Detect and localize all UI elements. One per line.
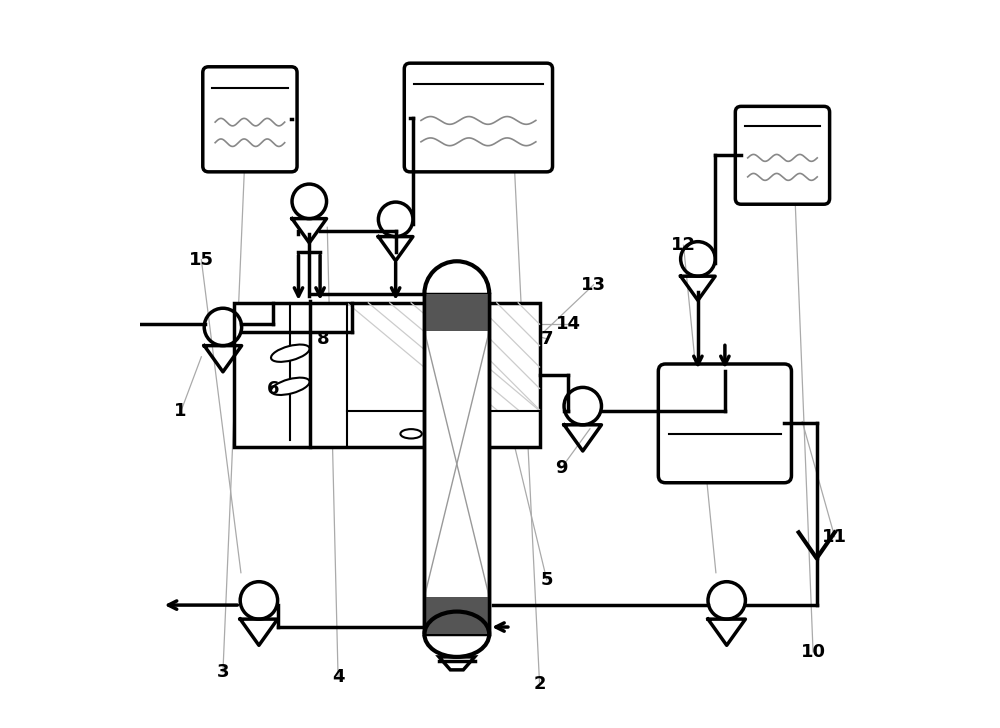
Text: 14: 14 (556, 315, 581, 333)
Ellipse shape (271, 344, 310, 362)
Ellipse shape (271, 378, 310, 395)
Text: 12: 12 (671, 237, 696, 254)
Text: 3: 3 (217, 663, 229, 681)
FancyBboxPatch shape (404, 63, 553, 172)
Bar (424, 293, 489, 634)
FancyBboxPatch shape (658, 364, 791, 483)
Text: 11: 11 (822, 528, 847, 546)
Bar (234, 303, 540, 447)
FancyBboxPatch shape (735, 106, 830, 205)
Text: 10: 10 (801, 643, 826, 661)
Text: 15: 15 (189, 250, 214, 269)
Bar (424, 597, 489, 634)
Ellipse shape (400, 429, 422, 438)
FancyBboxPatch shape (203, 67, 297, 172)
Text: 5: 5 (541, 571, 553, 589)
Text: 4: 4 (332, 668, 344, 686)
Text: 9: 9 (555, 459, 567, 478)
Bar (424, 293, 489, 331)
Text: 8: 8 (317, 330, 330, 348)
Text: 1: 1 (173, 402, 186, 420)
Text: 2: 2 (533, 676, 546, 693)
Text: 13: 13 (581, 276, 606, 294)
Text: 6: 6 (267, 380, 280, 398)
Text: 7: 7 (541, 330, 553, 348)
Polygon shape (439, 657, 475, 670)
